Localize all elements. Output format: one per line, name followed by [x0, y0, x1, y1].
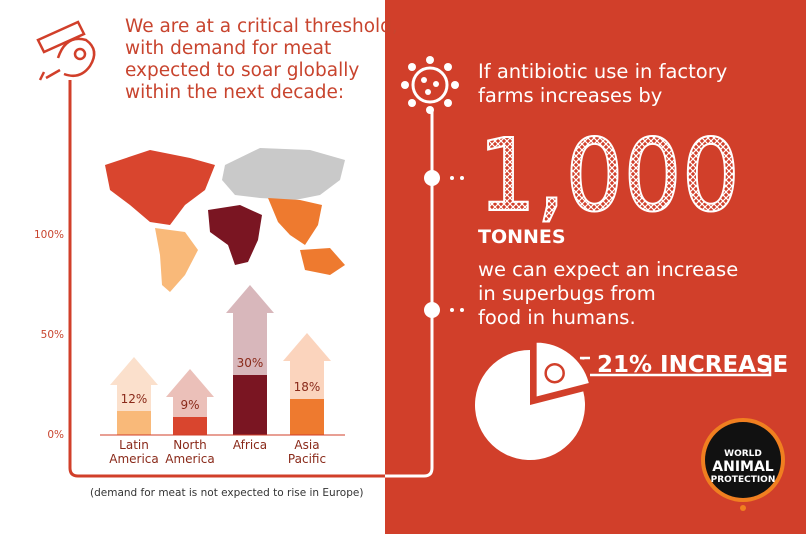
x-tick-label: Asia Pacific — [287, 438, 327, 466]
meat-icon — [36, 20, 96, 81]
text-line: We are at a critical threshold, — [125, 16, 398, 37]
bar — [233, 375, 267, 435]
dot — [460, 176, 464, 180]
timeline-right — [385, 112, 434, 478]
footnote: (demand for meat is not expected to rise… — [90, 487, 364, 499]
slice-virus — [544, 362, 565, 384]
text-line: with demand for meat — [125, 38, 332, 59]
amount: 1,000 — [478, 117, 740, 234]
dot — [450, 176, 454, 180]
text-line: expected to soar globally — [125, 60, 360, 81]
x-tick-label: North America — [165, 438, 215, 466]
timeline-node — [424, 170, 440, 186]
x-tick-label: Latin America — [109, 438, 159, 466]
value-label: 12% — [121, 392, 148, 406]
y-tick-label: 50% — [41, 329, 64, 341]
dot — [460, 308, 464, 312]
label-bracket — [579, 356, 772, 377]
logo-text: WORLD ANIMAL PROTECTION — [703, 448, 783, 487]
dot — [450, 308, 454, 312]
timeline-node — [424, 302, 440, 318]
heading: We are at a critical threshold, with dema… — [125, 16, 398, 104]
text-line: we can expect an increase — [478, 258, 739, 281]
pie-rest — [475, 350, 586, 460]
virus-icon — [401, 56, 459, 114]
pie-label: 21% INCREASE — [597, 352, 788, 378]
y-tick-label: 100% — [34, 229, 64, 241]
world-map — [105, 148, 345, 292]
unit: TONNES — [478, 226, 566, 248]
y-tick-label: 0% — [47, 429, 64, 441]
value-label: 30% — [237, 356, 264, 370]
text-line: within the next decade: — [125, 82, 345, 103]
text-line: in superbugs from — [478, 282, 656, 305]
timeline-left — [68, 80, 385, 478]
bar — [117, 411, 151, 435]
text-line: farms increases by — [478, 84, 663, 107]
text-line: ANIMAL — [712, 459, 774, 475]
bar — [173, 417, 207, 435]
logo — [701, 418, 785, 511]
outcome: we can expect an increase in superbugs fr… — [478, 258, 738, 330]
value-label: 9% — [180, 398, 199, 412]
text-line: If antibiotic use in factory — [478, 60, 728, 83]
text-line: WORLD — [724, 449, 762, 459]
intro: If antibiotic use in factory farms increa… — [478, 60, 727, 108]
bar — [290, 399, 324, 435]
text-line: PROTECTION — [710, 475, 776, 485]
x-tick-label: Africa — [232, 438, 268, 452]
value-label: 18% — [294, 380, 321, 394]
text-line: food in humans. — [478, 306, 636, 329]
